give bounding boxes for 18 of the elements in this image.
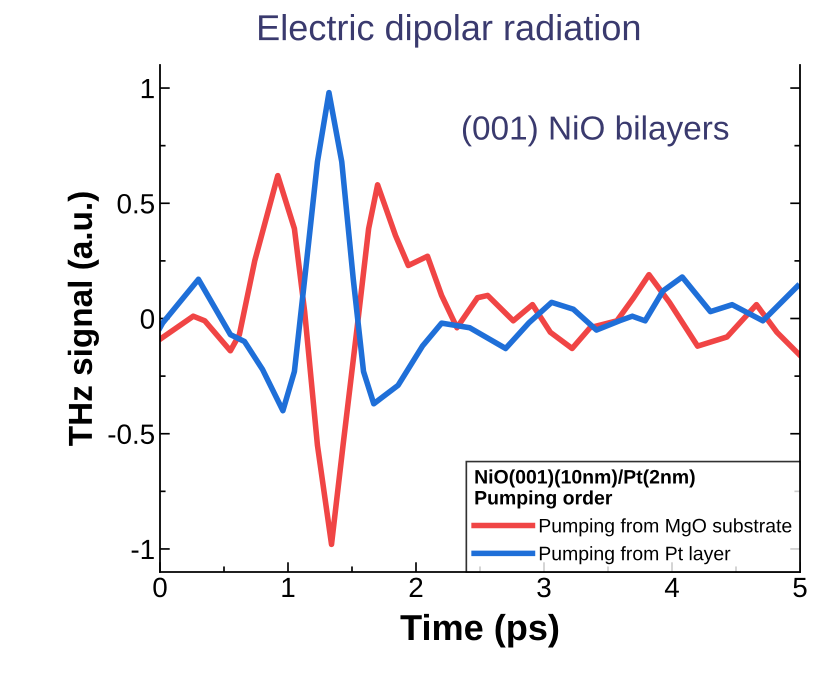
y-tick-label: 0.5 [118,194,154,214]
x-tick-label: 0 [153,578,167,598]
y-axis-title: THz signal (a.u.) [68,192,99,446]
y-tick-label: -1 [132,540,154,560]
x-tick-label: 1 [282,578,294,597]
x-axis-title: Time (ps) [400,614,558,648]
y-tick-label: -0.5 [108,424,154,444]
y-tick-label: 0 [140,309,154,329]
y-tick-label: 1 [142,79,154,98]
legend-title: NiO(001)(10nm)/Pt(2nm) Pumping order [475,469,695,509]
legend-label: Pumping from MgO substrate [540,518,792,536]
chart-title: Electric dipolar radiation [259,14,640,48]
x-tick-label: 3 [537,578,551,598]
annotation: (001) NiO bilayers [462,115,728,146]
x-tick-label: 4 [664,578,679,597]
x-tick-label: 5 [793,578,807,598]
x-tick-label: 2 [410,578,422,597]
legend-label: Pumping from Pt layer [540,546,730,564]
